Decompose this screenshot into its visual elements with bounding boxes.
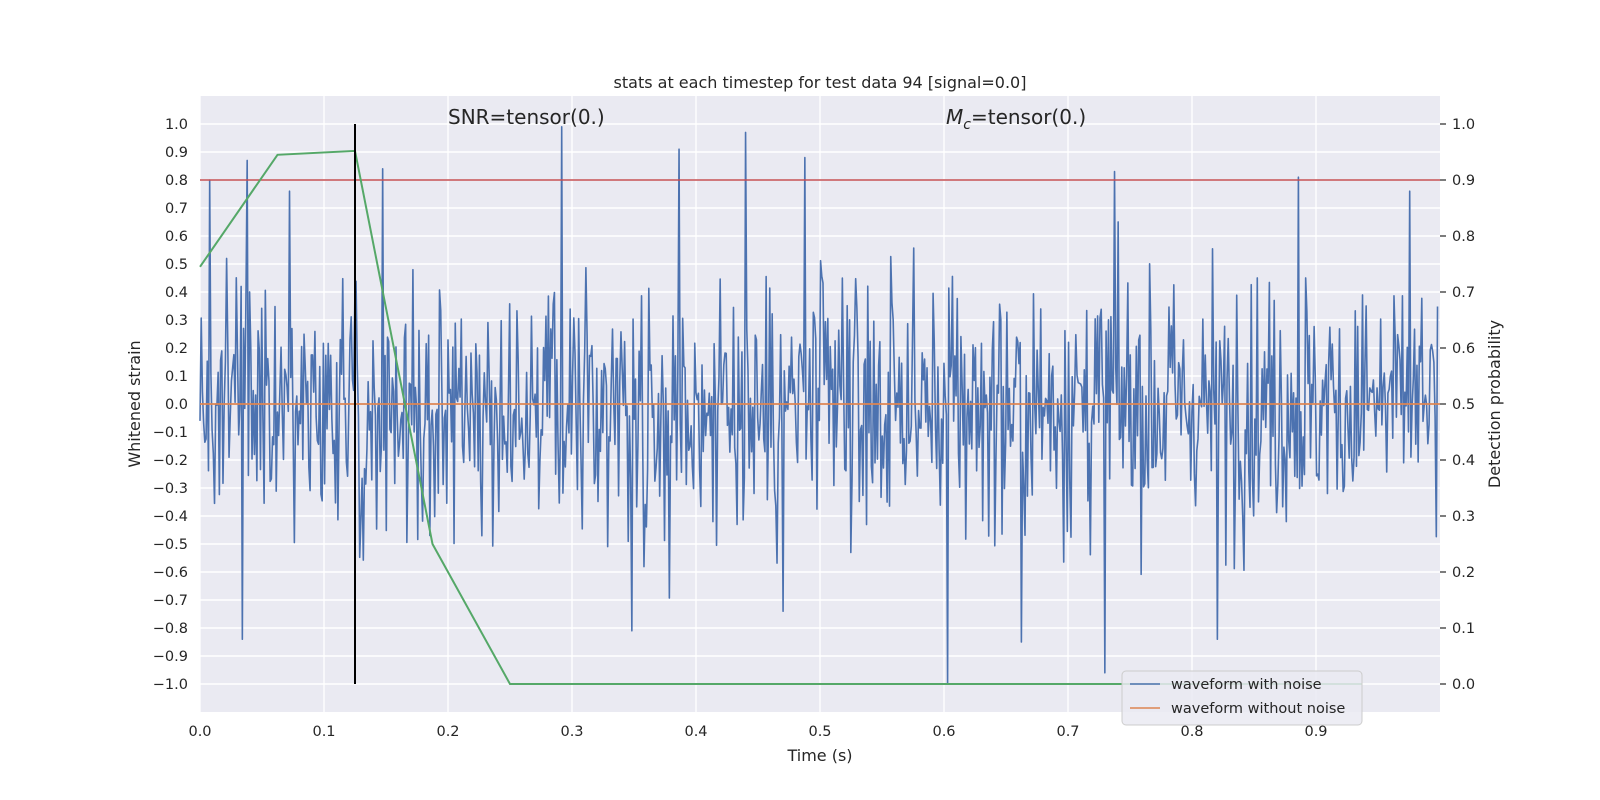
legend-label-noisy: waveform with noise <box>1171 677 1322 693</box>
y-tick-label: 0.3 <box>165 313 188 329</box>
y-tick-label: −0.4 <box>153 509 188 525</box>
y-tick-label: 0.7 <box>165 201 188 217</box>
y2-tick-label: 0.0 <box>1452 677 1475 693</box>
y-tick-label: 0.1 <box>165 369 188 385</box>
y-tick-label: −0.7 <box>153 593 188 609</box>
x-tick-label: 0.0 <box>188 724 211 740</box>
y-tick-label: 1.0 <box>165 117 188 133</box>
x-tick-label: 0.3 <box>560 724 583 740</box>
chirp-mass-annotation: Mc=tensor(0.) <box>946 105 1086 133</box>
y2-tick-label: 0.8 <box>1452 229 1475 245</box>
left-axis-ticks: 1.0 0.9 0.8 0.7 0.6 0.5 0.4 0.3 0.2 0.1 0.0 −0.1 −0.… <box>153 117 188 693</box>
y2-tick-label: 0.7 <box>1452 285 1475 301</box>
y-tick-label: −0.2 <box>153 453 188 469</box>
legend-label-clean: waveform without noise <box>1171 701 1345 717</box>
y-tick-label: 0.8 <box>165 173 188 189</box>
x-tick-label: 0.6 <box>932 724 955 740</box>
y-tick-label: −0.3 <box>153 481 188 497</box>
x-axis-label: Time (s) <box>786 746 852 765</box>
right-axis-ticks: 1.0 0.9 0.8 0.7 0.6 0.5 0.4 0.3 0.2 0.1 0.0 <box>1440 117 1475 693</box>
y-tick-label: 0.6 <box>165 229 188 245</box>
y2-tick-label: 0.1 <box>1452 621 1475 637</box>
x-tick-label: 0.4 <box>684 724 707 740</box>
y2-tick-label: 0.6 <box>1452 341 1475 357</box>
chirp-mass-value: =tensor(0.) <box>971 105 1086 129</box>
x-tick-label: 0.2 <box>436 724 459 740</box>
chirp-mass-subscript: c <box>963 117 971 133</box>
chirp-mass-symbol: M <box>946 105 963 129</box>
y-tick-label: 0.0 <box>165 397 188 413</box>
y2-tick-label: 0.4 <box>1452 453 1475 469</box>
y2-tick-label: 0.3 <box>1452 509 1475 525</box>
x-tick-label: 0.5 <box>808 724 831 740</box>
x-axis-ticks: 0.0 0.1 0.2 0.3 0.4 0.5 0.6 0.7 0.8 0.9 <box>188 724 1327 740</box>
x-tick-label: 0.7 <box>1056 724 1079 740</box>
y-tick-label: 0.2 <box>165 341 188 357</box>
y2-tick-label: 0.9 <box>1452 173 1475 189</box>
y-tick-label: −1.0 <box>153 677 188 693</box>
y2-tick-label: 1.0 <box>1452 117 1475 133</box>
y-tick-label: 0.9 <box>165 145 188 161</box>
legend-box <box>1121 670 1363 726</box>
x-tick-label: 0.1 <box>312 724 335 740</box>
x-tick-label: 0.8 <box>1180 724 1203 740</box>
y-tick-label: −0.1 <box>153 425 188 441</box>
y-axis-label: Whitened strain <box>125 340 144 467</box>
y2-tick-label: 0.2 <box>1452 565 1475 581</box>
x-tick-label: 0.9 <box>1304 724 1327 740</box>
y2-tick-label: 0.5 <box>1452 397 1475 413</box>
y-tick-label: −0.9 <box>153 649 188 665</box>
y-tick-label: 0.5 <box>165 257 188 273</box>
y-tick-label: −0.8 <box>153 621 188 637</box>
snr-annotation: SNR=tensor(0.) <box>448 105 605 129</box>
y2-axis-label: Detection probability <box>1485 320 1504 488</box>
y-tick-label: −0.6 <box>153 565 188 581</box>
legend: waveform with noise waveform without noi… <box>1121 670 1363 726</box>
y-tick-label: −0.5 <box>153 537 188 553</box>
y-tick-label: 0.4 <box>165 285 188 301</box>
chart-title: stats at each timestep for test data 94 … <box>614 73 1027 92</box>
